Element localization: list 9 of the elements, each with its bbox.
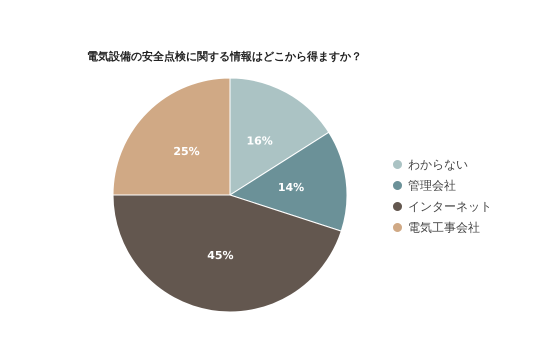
data-label: 25% — [173, 145, 200, 158]
chart-title: 電気設備の安全点検に関する情報はどこから得ますか？ — [87, 50, 362, 63]
legend-label: わからない — [408, 158, 468, 172]
data-label: 14% — [278, 180, 304, 194]
data-label: 16% — [246, 134, 273, 148]
legend-label: 電気工事会社 — [408, 220, 480, 234]
legend-label: インターネット — [408, 200, 492, 214]
data-label: 45% — [207, 249, 234, 262]
legend-label: 管理会社 — [408, 178, 456, 192]
